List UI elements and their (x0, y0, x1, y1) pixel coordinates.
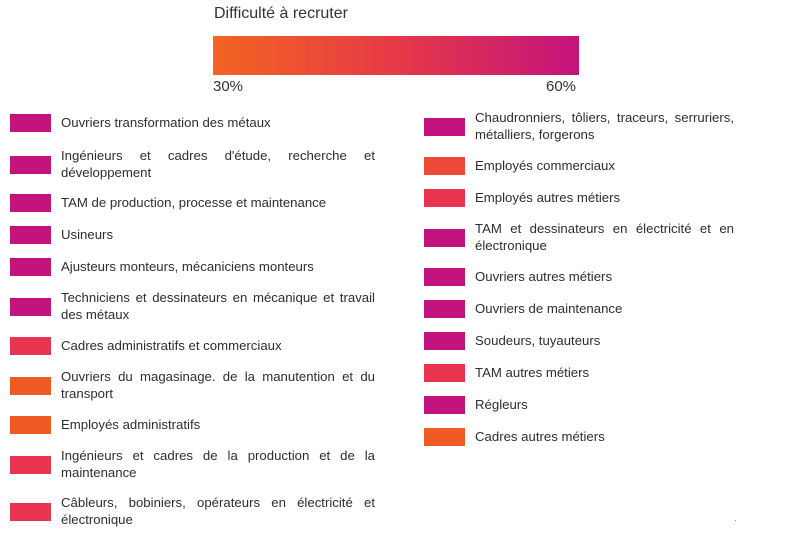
legend-swatch (424, 268, 465, 286)
legend-label: Ingénieurs et cadres d'étude, recherche … (61, 148, 375, 180)
legend-label: Techniciens et dessinateurs en mécanique… (61, 290, 375, 322)
legend-item: Employés commerciaux (424, 157, 734, 175)
legend-swatch (10, 226, 51, 244)
legend-label: Ouvriers autres métiers (475, 268, 613, 284)
legend-label: TAM autres métiers (475, 364, 590, 380)
legend-label: Ouvriers transformation des métaux (61, 114, 271, 130)
legend-swatch (424, 189, 465, 207)
gradient-scale-bar (213, 36, 579, 75)
scale-min-label: 30% (213, 78, 244, 95)
legend-swatch (10, 297, 51, 316)
legend-swatch (424, 332, 465, 350)
legend-item: Régleurs (424, 396, 734, 414)
legend-swatch (424, 157, 465, 175)
legend-label: Employés commerciaux (475, 157, 615, 173)
legend-label: TAM et dessinateurs en électricité et en… (475, 221, 734, 253)
legend-label: TAM de production, processe et maintenan… (61, 194, 327, 210)
stray-dot (735, 520, 736, 521)
legend-swatch (424, 117, 465, 136)
legend-item: Ingénieurs et cadres de la production et… (10, 448, 375, 481)
legend-swatch (424, 228, 465, 247)
legend-swatch (424, 300, 465, 318)
legend-item: TAM autres métiers (424, 364, 734, 382)
legend-item: Employés autres métiers (424, 189, 734, 207)
legend-label: Cadres autres métiers (475, 428, 605, 444)
legend-swatch (10, 194, 51, 212)
legend-item: Soudeurs, tuyauteurs (424, 332, 734, 350)
legend-item: Ouvriers de maintenance (424, 300, 734, 318)
legend-swatch (10, 258, 51, 276)
legend-swatch (424, 396, 465, 414)
legend-swatch (10, 416, 51, 434)
legend-swatch (10, 114, 51, 132)
legend-label: Cadres administratifs et commerciaux (61, 337, 282, 353)
legend-swatch (10, 455, 51, 474)
legend-item: Cadres autres métiers (424, 428, 734, 446)
legend-item: Employés administratifs (10, 416, 375, 434)
legend-label: Ajusteurs monteurs, mécaniciens monteurs (61, 258, 314, 274)
legend-label: Câbleurs, bobiniers, opérateurs en élect… (61, 495, 375, 527)
legend-swatch (10, 376, 51, 395)
legend-swatch (10, 337, 51, 355)
legend-item: TAM de production, processe et maintenan… (10, 194, 375, 212)
legend-item: Usineurs (10, 226, 375, 244)
legend-item: Ouvriers autres métiers (424, 268, 734, 286)
legend-item: Ajusteurs monteurs, mécaniciens monteurs (10, 258, 375, 276)
legend-item: Ouvriers du magasinage. de la manutentio… (10, 369, 375, 402)
scale-max-label: 60% (546, 78, 577, 95)
legend-label: Usineurs (61, 226, 114, 242)
legend-item: Chaudronniers, tôliers, traceurs, serrur… (424, 110, 734, 143)
legend-item: Câbleurs, bobiniers, opérateurs en élect… (10, 495, 375, 528)
legend-label: Régleurs (475, 396, 528, 412)
legend-label: Chaudronniers, tôliers, traceurs, serrur… (475, 110, 734, 142)
legend-item: Ingénieurs et cadres d'étude, recherche … (10, 148, 375, 181)
legend-item: TAM et dessinateurs en électricité et en… (424, 221, 734, 254)
legend-label: Employés administratifs (61, 416, 201, 432)
legend-swatch (10, 502, 51, 521)
legend-swatch (424, 428, 465, 446)
legend-swatch (10, 155, 51, 174)
legend-label: Soudeurs, tuyauteurs (475, 332, 601, 348)
legend-label: Employés autres métiers (475, 189, 621, 205)
legend-swatch (424, 364, 465, 382)
legend-label: Ouvriers de maintenance (475, 300, 623, 316)
legend-item: Cadres administratifs et commerciaux (10, 337, 375, 355)
scale-title: Difficulté à recruter (214, 5, 348, 22)
legend-item: Ouvriers transformation des métaux (10, 114, 375, 132)
legend-item: Techniciens et dessinateurs en mécanique… (10, 290, 375, 323)
legend-label: Ouvriers du magasinage. de la manutentio… (61, 369, 375, 401)
legend-label: Ingénieurs et cadres de la production et… (61, 448, 375, 480)
